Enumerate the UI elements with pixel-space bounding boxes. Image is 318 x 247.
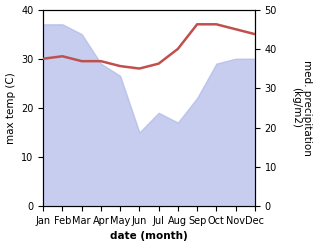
X-axis label: date (month): date (month): [110, 231, 188, 242]
Y-axis label: max temp (C): max temp (C): [5, 72, 16, 144]
Y-axis label: med. precipitation
(kg/m2): med. precipitation (kg/m2): [291, 60, 313, 156]
